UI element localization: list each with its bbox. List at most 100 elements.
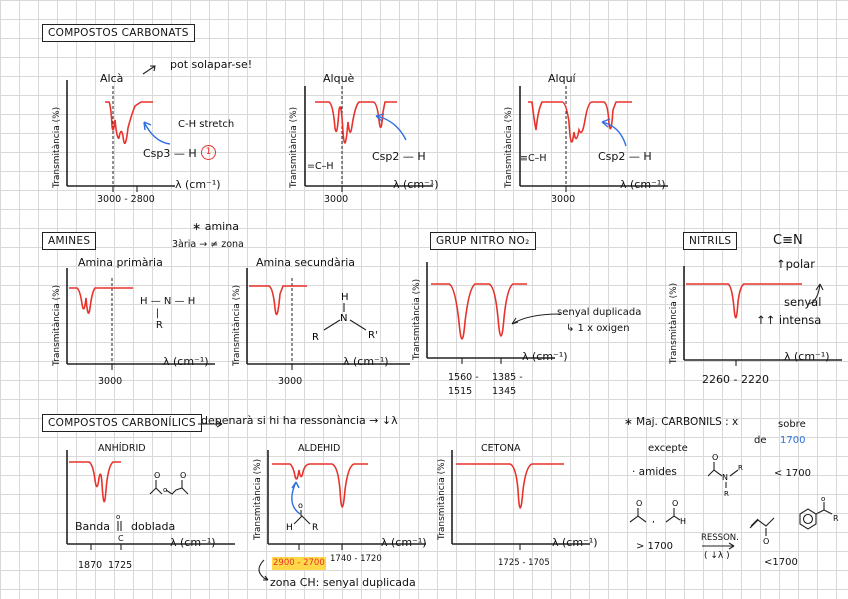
alqui-blue-arrow (601, 118, 627, 147)
alque-tick: 3000 (324, 194, 349, 205)
majcarb-lt1700: < 1700 (774, 468, 812, 479)
majcarb-line1: ∗ Maj. CARBONILS : x (624, 416, 739, 428)
svg-text:o: o (298, 501, 303, 510)
svg-text:O: O (712, 453, 718, 462)
amines-note-star: ∗ amina (192, 220, 239, 233)
nitro-tick1b: 1515 (448, 386, 473, 397)
amina-primaria-title: Amina primària (78, 256, 163, 269)
alqui-chart (519, 86, 668, 192)
majcarb-amide-structure: O N R R (707, 453, 743, 498)
amina-secundaria-chart (246, 268, 410, 370)
majcarb-gt1700: > 1700 (636, 541, 674, 552)
majcarb-amides: · amides (632, 466, 677, 478)
anhidrid-structure: O O o (149, 471, 189, 495)
anhidrid-c: C (118, 534, 124, 543)
anhidrid-title: ANHÍDRID (98, 443, 146, 454)
nitro-tick1: 1560 - (448, 372, 479, 383)
alqui-xlabel: λ (cm⁻¹) (620, 178, 666, 191)
carbonilics-arrow (198, 420, 223, 428)
svg-text:N: N (722, 473, 728, 482)
nitro-ylabel: Transmitància (%) (412, 278, 422, 360)
alque-ylabel: Transmitància (%) (289, 106, 299, 188)
nitro-tick2: 1385 - (492, 372, 523, 383)
majcarb-resson: RESSON. (701, 533, 739, 543)
majcarb-val: 1700 (780, 435, 806, 446)
header-nitrils: NITRILS (683, 232, 738, 250)
svg-text:O: O (180, 471, 186, 480)
nitro-signal2: ↳ 1 x oxigen (566, 323, 630, 334)
svg-text:R: R (312, 523, 318, 533)
majcarb-conjugated-structure: O (749, 517, 775, 546)
anhidrid-tick1: 1870 (78, 560, 103, 571)
amina-secundaria-xlabel: λ (cm⁻¹) (343, 355, 389, 368)
alca-chart (66, 65, 175, 192)
header-nitro: GRUP NITRO NO₂ (430, 232, 536, 250)
aldehid-ylabel: Transmitància (%) (253, 458, 263, 540)
alca-stretch: C-H stretch (178, 119, 235, 130)
cetona-chart (451, 450, 590, 550)
svg-text:R: R (312, 332, 319, 343)
alqui-bond-right: Csp2 — H (598, 150, 652, 163)
aldehid-zona-arrow (258, 559, 269, 581)
majcarb-resson2: ( ↓λ ) (704, 551, 730, 561)
svg-text:H: H (286, 523, 293, 533)
amines-note-line: 3ària → ≠ zona (172, 239, 244, 250)
alca-ylabel: Transmitància (%) (52, 106, 62, 188)
aldehid-tick-highlight: 2900 - 2700 (272, 557, 326, 570)
nitrils-signal2: ↑↑ intensa (756, 313, 822, 327)
svg-text:R: R (738, 464, 743, 472)
amina-primaria-xlabel: λ (cm⁻¹) (163, 355, 209, 368)
alque-bond-right: Csp2 — H (372, 150, 426, 163)
cetona-title: CETONA (481, 443, 521, 454)
svg-text:H: H (341, 292, 349, 303)
nitrils-signal1: senyal (784, 295, 822, 309)
amina-primaria-structure: H — N — H | R (140, 296, 196, 331)
nitrils-xlabel: λ (cm⁻¹) (784, 350, 830, 363)
amina-primaria-tick: 3000 (98, 376, 123, 387)
alqui-bond-left: ≡C–H (520, 153, 547, 164)
svg-text:o: o (116, 513, 120, 521)
svg-text:R': R' (368, 330, 378, 341)
svg-text:O: O (154, 471, 160, 480)
alca-bond: Csp3 — H (143, 147, 197, 160)
header-carbonilics: COMPOSTOS CARBONÍLICS (42, 414, 202, 432)
alca-tick: 3000 - 2800 (97, 194, 155, 205)
svg-text:O: O (636, 499, 642, 508)
alca-note: pot solapar-se! (170, 58, 253, 71)
alca-title: Alcà (100, 72, 124, 85)
majcarb-lt1700b: <1700 (764, 557, 798, 568)
cetona-ylabel: Transmitància (%) (437, 458, 447, 540)
amina-secundaria-ylabel: Transmitància (%) (232, 284, 242, 366)
header-amines: AMINES (42, 232, 97, 250)
nitrils-polar: ↑polar (776, 257, 815, 271)
majcarb-de: de (754, 435, 767, 446)
svg-text:N: N (340, 313, 347, 324)
cetona-tick: 1725 - 1705 (498, 558, 550, 568)
alca-xlabel: λ (cm⁻¹) (175, 178, 221, 191)
alque-bond-left: =C–H (307, 161, 334, 172)
nitro-tick2b: 1345 (492, 386, 517, 397)
anhidrid-co-mark: o (116, 513, 122, 531)
alqui-tick: 3000 (551, 194, 576, 205)
majcarb-excepte: excepte (648, 443, 688, 454)
svg-text:R: R (724, 490, 729, 498)
nitrils-tick: 2260 - 2220 (702, 373, 769, 386)
majcarb-ketone-structures: O , O H (629, 499, 686, 526)
amina-secundaria-structure: H N R R' (312, 292, 378, 343)
anhidrid-banda: Banda (75, 520, 110, 533)
nitrils-ylabel: Transmitància (%) (669, 282, 679, 364)
cetona-xlabel: λ (cm⁻¹) (552, 536, 598, 549)
alqui-title: Alquí (548, 72, 576, 85)
alca-circle: 1 (201, 145, 216, 160)
anhidrid-xlabel: λ (cm⁻¹) (170, 536, 216, 549)
majcarb-sobre: sobre (778, 419, 806, 430)
nitro-pointer (511, 313, 561, 325)
aldehid-tick2: 1740 - 1720 (330, 554, 382, 564)
aldehid-zona: zona CH: senyal duplicada (270, 576, 416, 589)
majcarb-R: R (833, 514, 839, 523)
majcarb-benzene-structure: o (799, 495, 833, 530)
amina-secundaria-tick: 3000 (278, 376, 303, 387)
svg-text:,: , (652, 515, 655, 525)
aldehid-xlabel: λ (cm⁻¹) (381, 536, 427, 549)
svg-text:H: H (680, 517, 686, 526)
